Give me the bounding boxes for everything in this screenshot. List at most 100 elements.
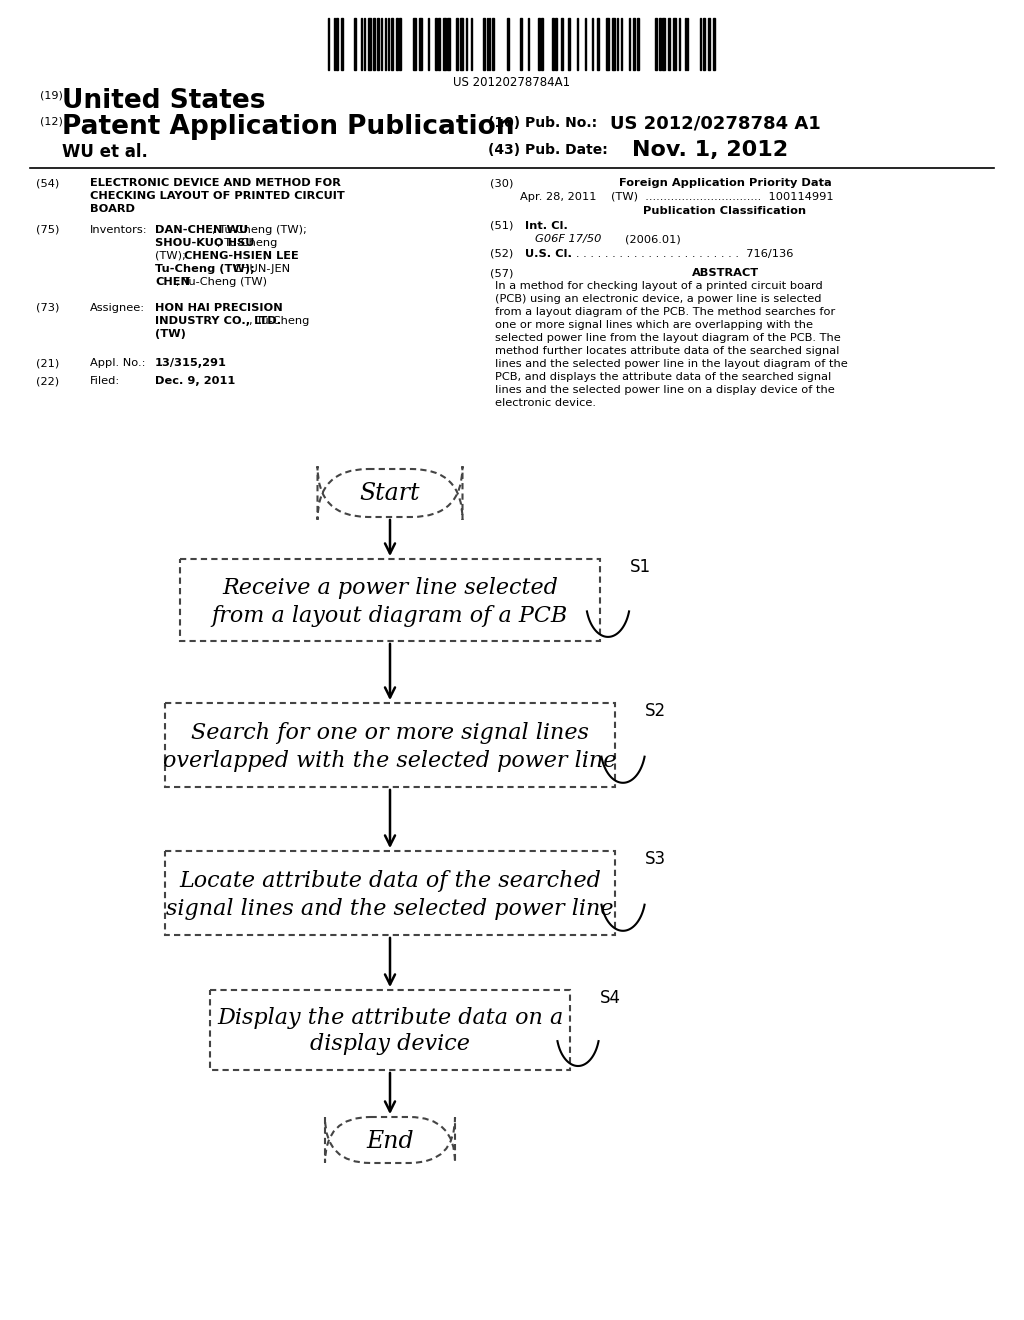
Text: Tu-Cheng (TW);: Tu-Cheng (TW); bbox=[155, 264, 259, 275]
Text: lines and the selected power line on a display device of the: lines and the selected power line on a d… bbox=[495, 385, 835, 395]
Text: (43) Pub. Date:: (43) Pub. Date: bbox=[488, 143, 608, 157]
Text: S3: S3 bbox=[645, 850, 667, 869]
Text: . . . . . . . . . . . . . . . . . . . . . . . .  716/136: . . . . . . . . . . . . . . . . . . . . … bbox=[565, 249, 794, 259]
Text: US 20120278784A1: US 20120278784A1 bbox=[454, 77, 570, 88]
Bar bbox=[606, 18, 609, 70]
FancyBboxPatch shape bbox=[165, 851, 615, 935]
Text: Assignee:: Assignee: bbox=[90, 304, 145, 313]
Bar bbox=[659, 18, 662, 70]
Text: (75): (75) bbox=[36, 224, 59, 235]
Text: (73): (73) bbox=[36, 304, 59, 313]
Text: Nov. 1, 2012: Nov. 1, 2012 bbox=[632, 140, 788, 160]
Text: United States: United States bbox=[62, 88, 265, 114]
Text: (10) Pub. No.:: (10) Pub. No.: bbox=[488, 116, 597, 129]
Text: CHEN: CHEN bbox=[155, 277, 190, 286]
Text: (22): (22) bbox=[36, 376, 59, 385]
Text: Publication Classification: Publication Classification bbox=[643, 206, 807, 216]
Bar bbox=[492, 18, 494, 70]
Bar bbox=[507, 18, 509, 70]
Text: (TW);: (TW); bbox=[155, 251, 189, 261]
Bar bbox=[443, 18, 446, 70]
Text: (54): (54) bbox=[36, 178, 59, 187]
Bar bbox=[520, 18, 522, 70]
Text: selected power line from the layout diagram of the PCB. The: selected power line from the layout diag… bbox=[495, 333, 841, 343]
FancyBboxPatch shape bbox=[325, 1117, 455, 1163]
Text: G06F 17/50: G06F 17/50 bbox=[535, 234, 601, 244]
FancyBboxPatch shape bbox=[165, 704, 615, 787]
Bar bbox=[555, 18, 557, 70]
Text: (PCB) using an electronic device, a power line is selected: (PCB) using an electronic device, a powe… bbox=[495, 294, 821, 304]
Text: Foreign Application Priority Data: Foreign Application Priority Data bbox=[618, 178, 831, 187]
Text: one or more signal lines which are overlapping with the: one or more signal lines which are overl… bbox=[495, 319, 813, 330]
Text: 13/315,291: 13/315,291 bbox=[155, 358, 227, 368]
Bar bbox=[597, 18, 599, 70]
Text: Appl. No.:: Appl. No.: bbox=[90, 358, 145, 368]
Text: PCB, and displays the attribute data of the searched signal: PCB, and displays the attribute data of … bbox=[495, 372, 831, 381]
Text: method further locates attribute data of the searched signal: method further locates attribute data of… bbox=[495, 346, 840, 356]
Text: , Tu-Cheng (TW): , Tu-Cheng (TW) bbox=[176, 277, 267, 286]
Bar bbox=[456, 18, 458, 70]
Bar bbox=[552, 18, 554, 70]
Text: Filed:: Filed: bbox=[90, 376, 120, 385]
Text: SHOU-KUO HSU: SHOU-KUO HSU bbox=[155, 238, 254, 248]
Text: DAN-CHEN WU: DAN-CHEN WU bbox=[155, 224, 248, 235]
Text: from a layout diagram of a PCB: from a layout diagram of a PCB bbox=[212, 605, 568, 627]
Text: S4: S4 bbox=[600, 989, 621, 1007]
Text: signal lines and the selected power line: signal lines and the selected power line bbox=[166, 898, 613, 920]
Text: lines and the selected power line in the layout diagram of the: lines and the selected power line in the… bbox=[495, 359, 848, 370]
Text: Dec. 9, 2011: Dec. 9, 2011 bbox=[155, 376, 236, 385]
Bar bbox=[655, 18, 657, 70]
Text: (12): (12) bbox=[40, 116, 62, 125]
Bar bbox=[438, 18, 440, 70]
Bar bbox=[396, 18, 398, 70]
Bar bbox=[399, 18, 401, 70]
Text: Receive a power line selected: Receive a power line selected bbox=[222, 577, 558, 599]
Bar bbox=[413, 18, 416, 70]
Text: (19): (19) bbox=[40, 90, 62, 100]
Text: CHENG-HSIEN LEE: CHENG-HSIEN LEE bbox=[183, 251, 299, 261]
Text: In a method for checking layout of a printed circuit board: In a method for checking layout of a pri… bbox=[495, 281, 822, 290]
Bar bbox=[633, 18, 635, 70]
Bar bbox=[373, 18, 375, 70]
Text: , Tu-Cheng (TW);: , Tu-Cheng (TW); bbox=[212, 224, 307, 235]
Bar bbox=[435, 18, 437, 70]
Bar bbox=[713, 18, 715, 70]
Text: ELECTRONIC DEVICE AND METHOD FOR: ELECTRONIC DEVICE AND METHOD FOR bbox=[90, 178, 341, 187]
Text: (57): (57) bbox=[490, 268, 513, 279]
Bar bbox=[368, 18, 371, 70]
Bar bbox=[541, 18, 543, 70]
Bar bbox=[447, 18, 450, 70]
Text: , Tu-Cheng: , Tu-Cheng bbox=[217, 238, 278, 248]
Text: overlapped with the selected power line: overlapped with the selected power line bbox=[163, 750, 616, 772]
Text: (30): (30) bbox=[490, 178, 513, 187]
Bar bbox=[460, 18, 463, 70]
Bar bbox=[377, 18, 379, 70]
Text: from a layout diagram of the PCB. The method searches for: from a layout diagram of the PCB. The me… bbox=[495, 308, 836, 317]
FancyBboxPatch shape bbox=[317, 466, 463, 520]
Bar bbox=[391, 18, 393, 70]
Text: , Tu-Cheng: , Tu-Cheng bbox=[249, 315, 309, 326]
Text: (TW): (TW) bbox=[155, 329, 186, 339]
Text: INDUSTRY CO., LTD.: INDUSTRY CO., LTD. bbox=[155, 315, 282, 326]
Text: End: End bbox=[367, 1130, 414, 1152]
Text: Int. Cl.: Int. Cl. bbox=[525, 220, 568, 231]
Text: display device: display device bbox=[310, 1034, 470, 1055]
Text: CHUN-JEN: CHUN-JEN bbox=[233, 264, 290, 275]
Bar bbox=[637, 18, 639, 70]
Text: US 2012/0278784 A1: US 2012/0278784 A1 bbox=[610, 115, 821, 133]
Text: HON HAI PRECISION: HON HAI PRECISION bbox=[155, 304, 283, 313]
Text: Inventors:: Inventors: bbox=[90, 224, 147, 235]
Text: (2006.01): (2006.01) bbox=[625, 234, 681, 244]
Bar bbox=[568, 18, 570, 70]
Text: (21): (21) bbox=[36, 358, 59, 368]
Text: Start: Start bbox=[359, 483, 420, 506]
Bar bbox=[341, 18, 343, 70]
Text: (52): (52) bbox=[490, 249, 513, 259]
Bar bbox=[483, 18, 485, 70]
Text: CHECKING LAYOUT OF PRINTED CIRCUIT: CHECKING LAYOUT OF PRINTED CIRCUIT bbox=[90, 191, 345, 201]
Text: Search for one or more signal lines: Search for one or more signal lines bbox=[191, 722, 589, 744]
Text: Patent Application Publication: Patent Application Publication bbox=[62, 114, 514, 140]
Bar bbox=[538, 18, 540, 70]
Text: Locate attribute data of the searched: Locate attribute data of the searched bbox=[179, 870, 601, 892]
Bar bbox=[673, 18, 676, 70]
